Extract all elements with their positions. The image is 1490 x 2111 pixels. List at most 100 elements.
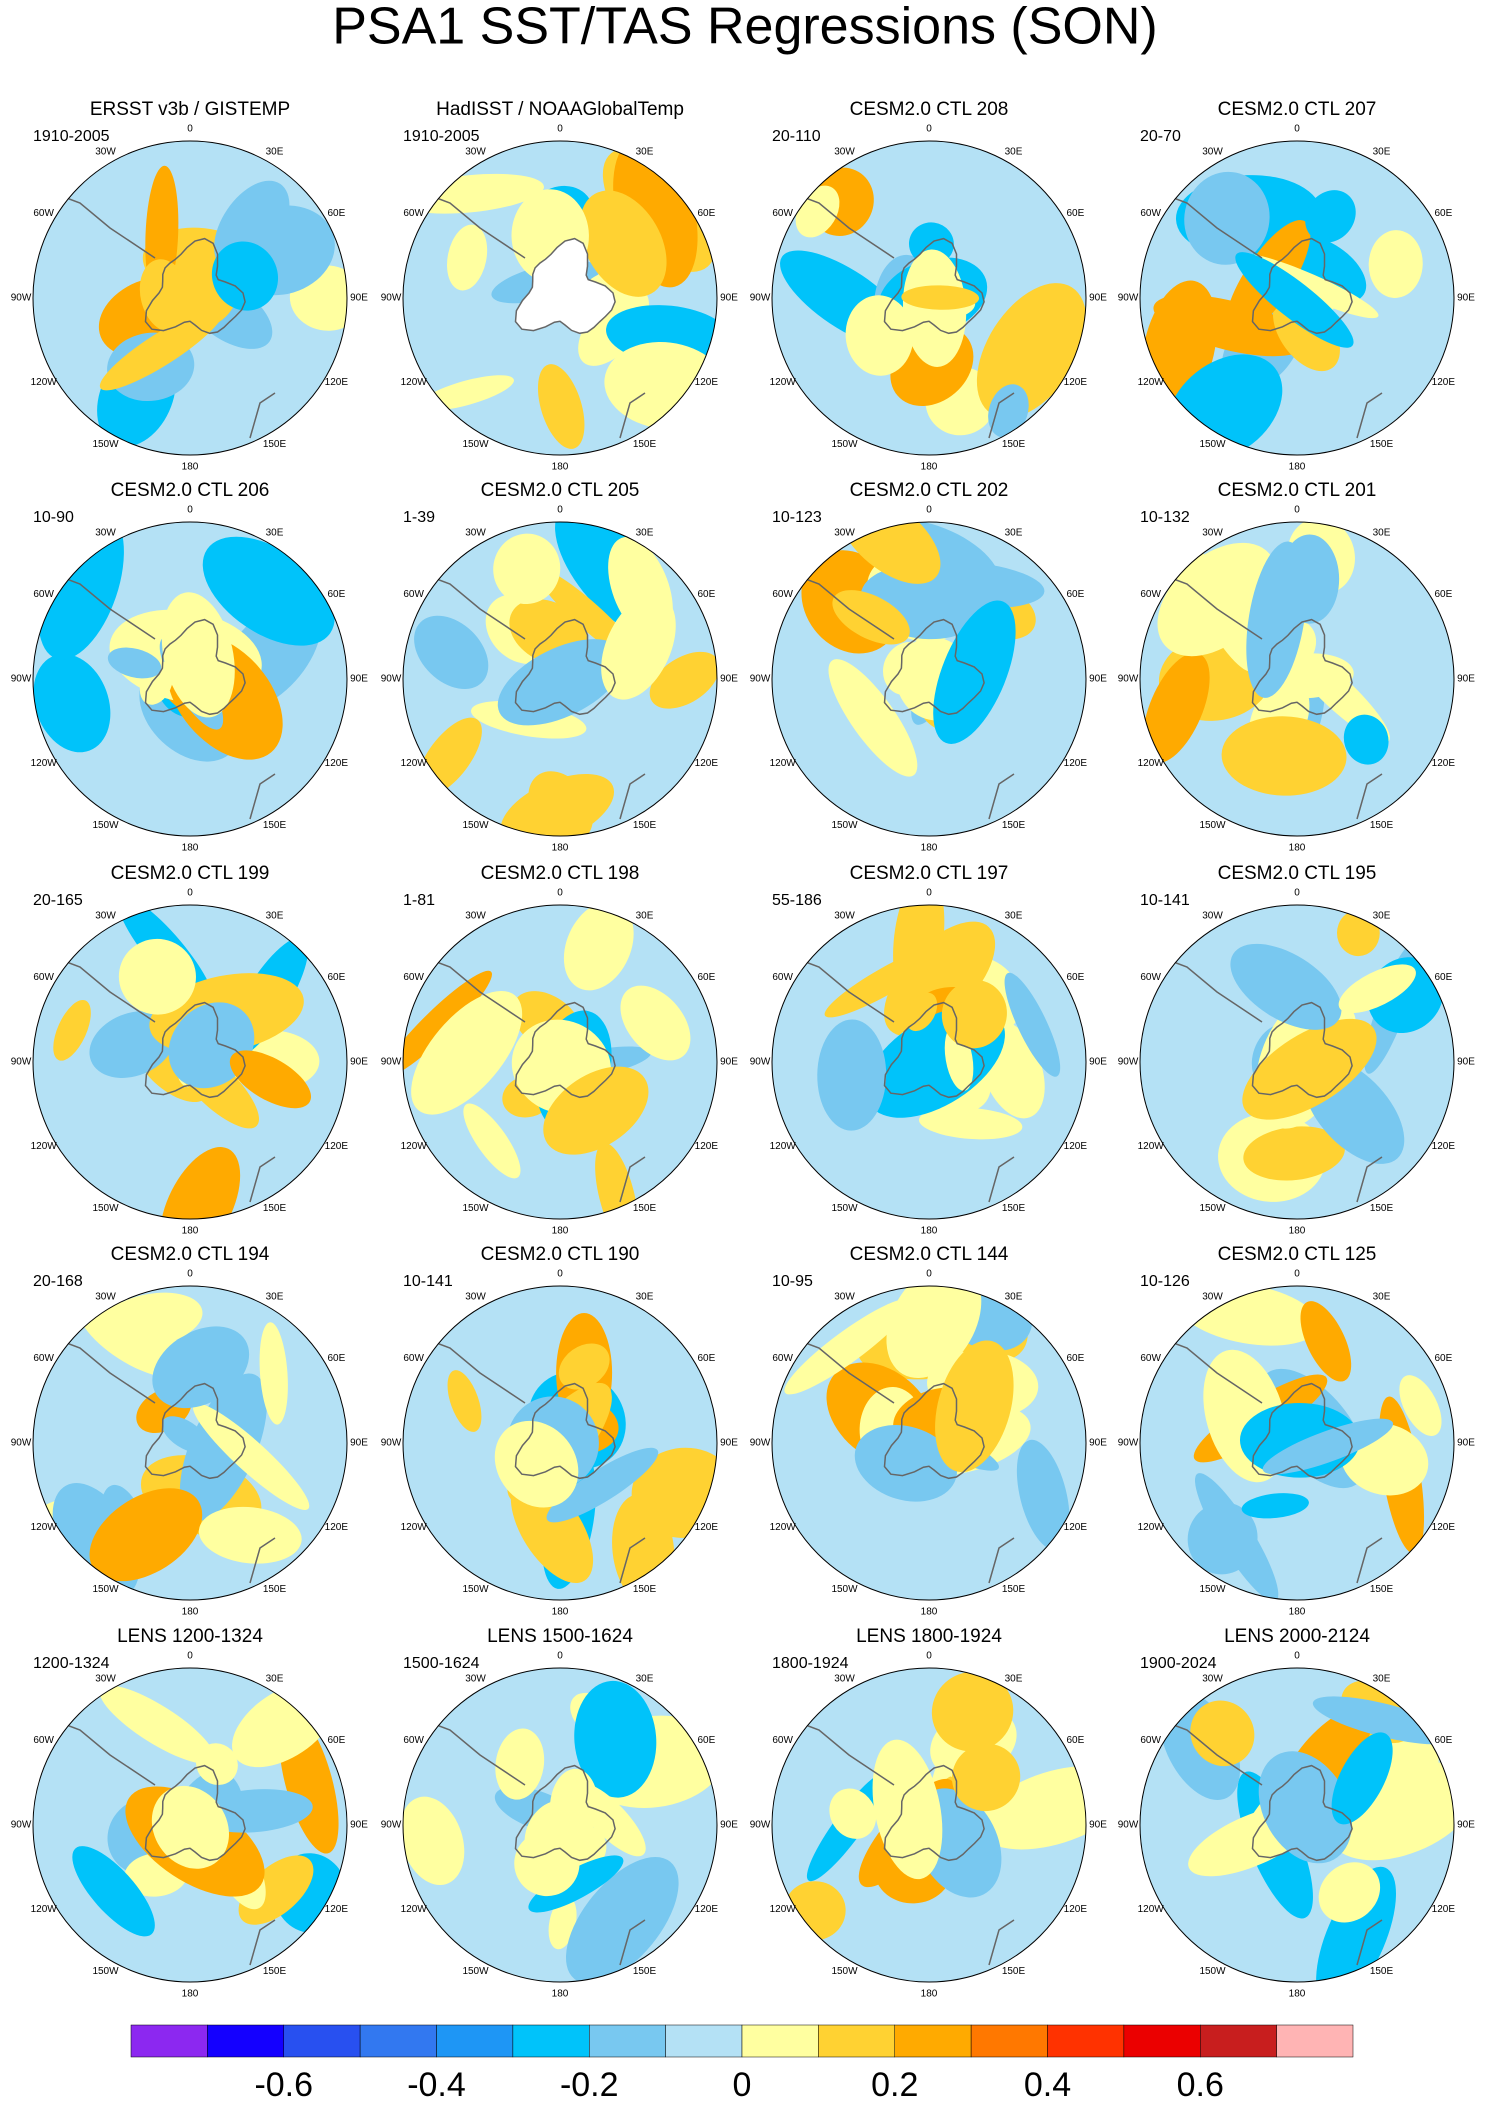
lon-label: 150W bbox=[462, 1584, 489, 1595]
map-panel: LENS 1200-1324 1200-1324 0 30E 60E 90E 120E 150… bbox=[11, 1626, 369, 2000]
lon-label: 120E bbox=[695, 758, 719, 769]
colorbar-label: 0 bbox=[733, 2066, 752, 2104]
lon-label: 0 bbox=[926, 124, 932, 135]
contour-blob bbox=[494, 1420, 579, 1508]
lon-label: 30W bbox=[465, 1673, 486, 1684]
lon-label: 90W bbox=[11, 1438, 32, 1449]
lon-label: 0 bbox=[557, 888, 563, 899]
coastline bbox=[988, 1537, 1015, 1584]
lon-label: 120E bbox=[1064, 377, 1088, 388]
lon-label: 120E bbox=[695, 1904, 719, 1915]
lon-label: 60E bbox=[1434, 589, 1452, 600]
lon-label: 90W bbox=[381, 1820, 402, 1831]
coastline bbox=[619, 1919, 646, 1966]
lon-label: 150W bbox=[1199, 1966, 1226, 1977]
lon-label: 120W bbox=[31, 1904, 58, 1915]
coastline bbox=[1356, 773, 1383, 820]
map-panel: LENS 1500-1624 1500-1624 0 30E 60E 90E 120E 150… bbox=[381, 1626, 739, 2000]
map-field bbox=[33, 1668, 347, 1982]
panel-title: CESM2.0 CTL 190 bbox=[481, 1244, 640, 1265]
lon-label: 120W bbox=[770, 1141, 797, 1152]
contour-blob bbox=[595, 1142, 639, 1219]
lon-label: 90W bbox=[381, 293, 402, 304]
panel-title: CESM2.0 CTL 201 bbox=[1218, 480, 1377, 501]
map-panel: CESM2.0 CTL 199 20-165 0 30E 60E 90E 120E 150E 1… bbox=[11, 863, 369, 1237]
contour-blob bbox=[1241, 1493, 1309, 1519]
lon-label: 150E bbox=[1002, 1203, 1026, 1214]
lon-label: 30W bbox=[95, 1673, 116, 1684]
lon-label: 120E bbox=[1432, 1141, 1456, 1152]
map-panel: CESM2.0 CTL 202 10-123 0 30E 60E 90E 120E 150E 1… bbox=[750, 480, 1108, 854]
contour-blob bbox=[933, 600, 1016, 744]
coastline bbox=[883, 237, 985, 335]
contour-blob bbox=[543, 1066, 649, 1155]
coastline bbox=[619, 1156, 646, 1203]
lon-label: 30W bbox=[834, 527, 855, 538]
lon-label: 30W bbox=[95, 1291, 116, 1302]
lon-label: 180 bbox=[1289, 462, 1306, 473]
contour-blob bbox=[565, 1857, 679, 1982]
lon-label: 0 bbox=[557, 1651, 563, 1662]
contour-blob bbox=[1305, 190, 1356, 243]
lon-label: 90W bbox=[1118, 1057, 1139, 1068]
colorbar-bin bbox=[818, 2024, 895, 2058]
lon-label: 180 bbox=[552, 843, 569, 854]
lon-label: 120W bbox=[401, 1904, 428, 1915]
colorbar-bin bbox=[1123, 2024, 1201, 2058]
lon-label: 180 bbox=[921, 1607, 938, 1618]
lon-label: 150E bbox=[263, 820, 287, 831]
map-field bbox=[1140, 522, 1454, 836]
lon-label: 150E bbox=[1002, 1966, 1026, 1977]
lon-label: 90W bbox=[11, 1057, 32, 1068]
map-field bbox=[403, 1286, 717, 1600]
lon-label: 90W bbox=[750, 674, 771, 685]
colorbar-bin bbox=[665, 2024, 743, 2058]
coastline bbox=[144, 618, 246, 716]
lon-label: 120E bbox=[1432, 1904, 1456, 1915]
lon-label: 60W bbox=[772, 972, 793, 983]
lon-label: 30W bbox=[834, 1673, 855, 1684]
contour-blob bbox=[152, 1326, 250, 1409]
colorbar-bin bbox=[741, 2024, 819, 2058]
lon-label: 150E bbox=[633, 1584, 657, 1595]
lon-label: 60E bbox=[327, 1735, 345, 1746]
lon-label: 60W bbox=[403, 972, 424, 983]
lon-label: 150E bbox=[1002, 1584, 1026, 1595]
contour-blob bbox=[118, 938, 196, 1015]
lon-label: 30E bbox=[636, 1673, 654, 1684]
panel-period: 20-110 bbox=[772, 128, 821, 145]
lon-label: 150E bbox=[263, 439, 287, 450]
contour-blob bbox=[99, 307, 224, 391]
map-field bbox=[33, 905, 347, 1219]
contour-blob bbox=[139, 259, 192, 333]
colorbar-bin bbox=[589, 2024, 666, 2058]
colorbar-bin bbox=[512, 2024, 590, 2058]
lon-label: 180 bbox=[552, 462, 569, 473]
coastline bbox=[144, 1764, 246, 1862]
contour-blob bbox=[33, 653, 111, 753]
lon-label: 120W bbox=[1138, 1904, 1165, 1915]
panel-period: 20-165 bbox=[33, 892, 83, 909]
map-field bbox=[1140, 1668, 1454, 1982]
panel-title: CESM2.0 CTL 207 bbox=[1218, 99, 1377, 120]
map-border bbox=[1139, 1667, 1455, 1983]
lon-label: 60E bbox=[327, 208, 345, 219]
lon-label: 30W bbox=[95, 527, 116, 538]
lon-label: 180 bbox=[182, 462, 199, 473]
lon-label: 60W bbox=[772, 589, 793, 600]
contour-blob bbox=[414, 615, 489, 690]
lon-label: 0 bbox=[926, 1651, 932, 1662]
lon-label: 150W bbox=[92, 820, 119, 831]
coastline bbox=[1251, 618, 1353, 716]
lon-label: 150E bbox=[633, 439, 657, 450]
lon-label: 60E bbox=[697, 972, 715, 983]
lon-label: 60E bbox=[1434, 1353, 1452, 1364]
contour-blob bbox=[1242, 1018, 1377, 1120]
lon-label: 90E bbox=[350, 1820, 368, 1831]
lon-label: 150E bbox=[1370, 1966, 1394, 1977]
contour-blob bbox=[1338, 964, 1416, 1014]
lon-label: 120E bbox=[1064, 758, 1088, 769]
lon-label: 150E bbox=[1370, 1203, 1394, 1214]
lon-label: 180 bbox=[182, 1226, 199, 1237]
map-border bbox=[771, 1285, 1087, 1601]
